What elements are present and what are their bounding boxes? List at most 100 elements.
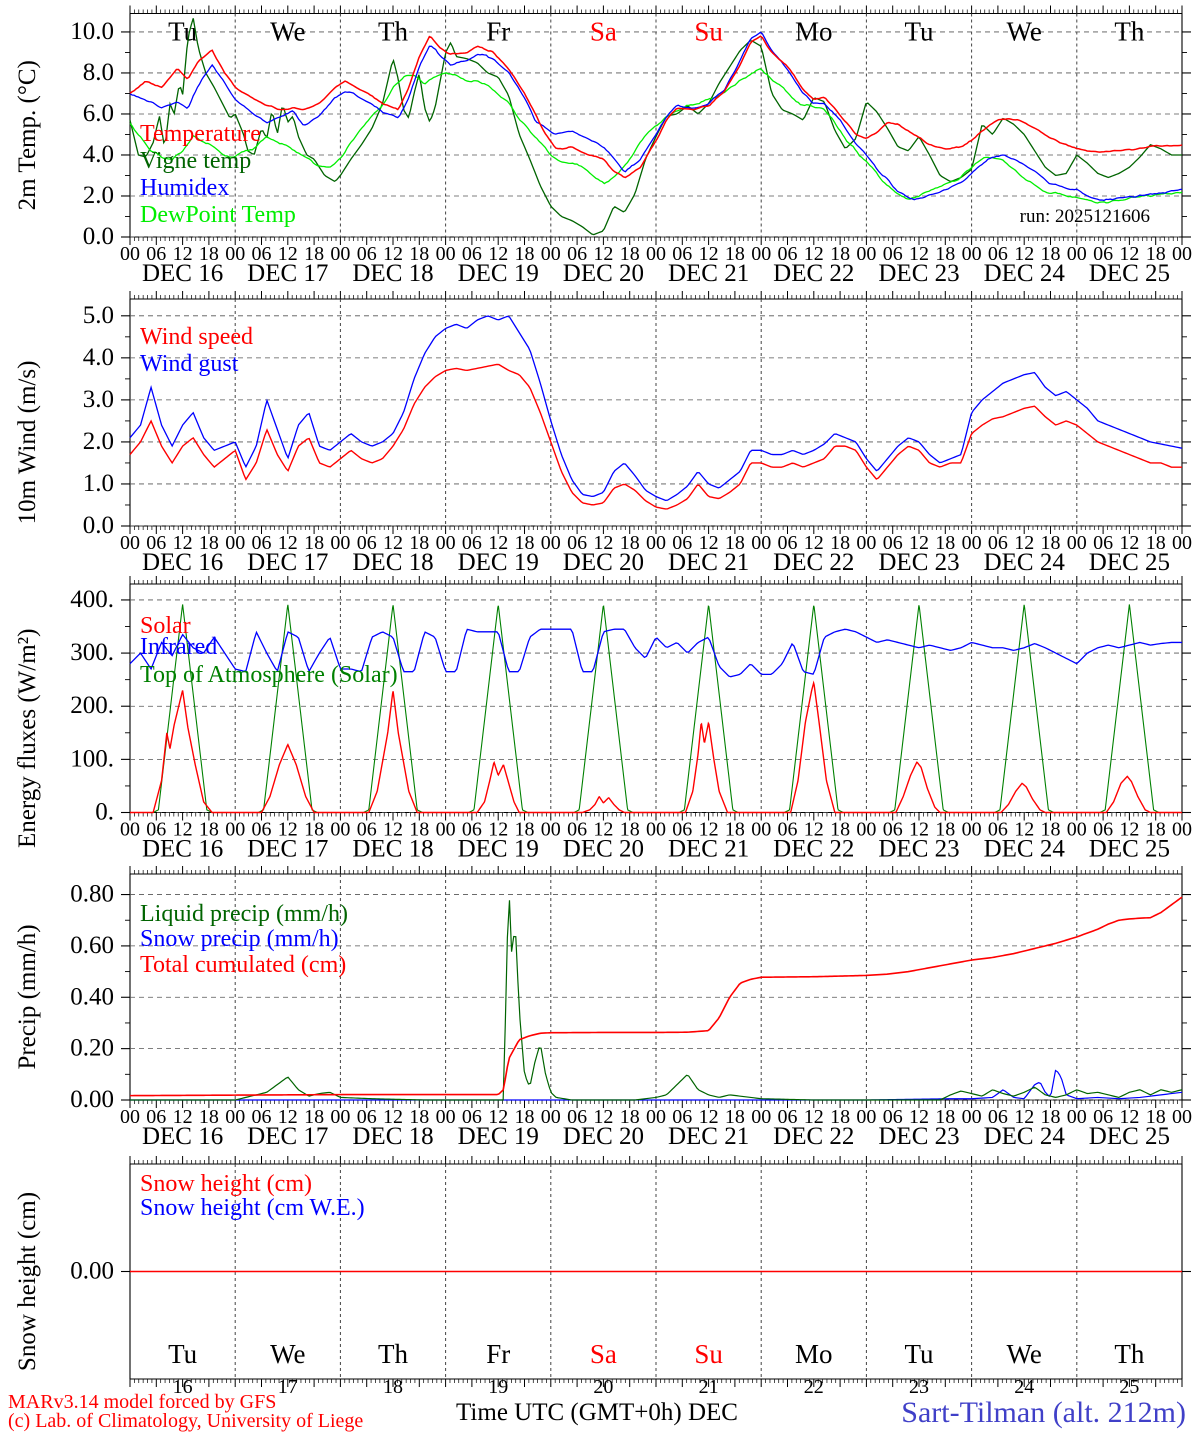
svg-text:00: 00 bbox=[1067, 819, 1087, 841]
svg-text:Humidex: Humidex bbox=[140, 175, 229, 201]
svg-text:Time UTC (GMT+0h) DEC: Time UTC (GMT+0h) DEC bbox=[456, 1399, 738, 1426]
svg-text:00: 00 bbox=[1067, 243, 1087, 265]
svg-text:00: 00 bbox=[1172, 1106, 1192, 1128]
svg-text:5.0: 5.0 bbox=[83, 302, 114, 329]
svg-text:Snow height (cm W.E.): Snow height (cm W.E.) bbox=[140, 1195, 365, 1221]
svg-text:We: We bbox=[270, 1339, 305, 1369]
svg-text:Th: Th bbox=[378, 17, 408, 47]
svg-text:DEC 16: DEC 16 bbox=[142, 836, 223, 863]
svg-text:24: 24 bbox=[1014, 1376, 1034, 1398]
svg-text:0.40: 0.40 bbox=[70, 983, 114, 1010]
svg-text:00: 00 bbox=[962, 532, 982, 554]
svg-text:00: 00 bbox=[436, 532, 456, 554]
svg-text:2m Temp. (°C): 2m Temp. (°C) bbox=[14, 60, 41, 210]
svg-text:00: 00 bbox=[751, 532, 771, 554]
svg-text:6.0: 6.0 bbox=[83, 100, 114, 127]
svg-text:4.0: 4.0 bbox=[83, 141, 114, 168]
svg-text:00: 00 bbox=[225, 532, 245, 554]
svg-text:00: 00 bbox=[1172, 243, 1192, 265]
svg-text:Temperature: Temperature bbox=[140, 121, 261, 147]
svg-text:00: 00 bbox=[646, 532, 666, 554]
svg-text:DEC 16: DEC 16 bbox=[142, 1123, 223, 1150]
svg-text:00: 00 bbox=[330, 532, 350, 554]
svg-text:DEC 20: DEC 20 bbox=[563, 836, 644, 863]
svg-text:DEC 23: DEC 23 bbox=[878, 260, 959, 287]
svg-text:DEC 20: DEC 20 bbox=[563, 549, 644, 576]
svg-text:run: 2025121606: run: 2025121606 bbox=[1020, 206, 1150, 227]
svg-text:00: 00 bbox=[1172, 532, 1192, 554]
svg-text:DEC 24: DEC 24 bbox=[984, 1123, 1066, 1150]
svg-text:DEC 22: DEC 22 bbox=[773, 1123, 854, 1150]
svg-text:300.: 300. bbox=[70, 639, 114, 666]
svg-text:00: 00 bbox=[541, 1106, 561, 1128]
svg-text:100.: 100. bbox=[70, 745, 114, 772]
svg-text:DEC 25: DEC 25 bbox=[1089, 260, 1170, 287]
svg-text:00: 00 bbox=[962, 1106, 982, 1128]
svg-text:DEC 25: DEC 25 bbox=[1089, 1123, 1170, 1150]
svg-text:00: 00 bbox=[330, 243, 350, 265]
svg-text:DEC 23: DEC 23 bbox=[878, 549, 959, 576]
svg-text:00: 00 bbox=[646, 819, 666, 841]
svg-text:00: 00 bbox=[751, 243, 771, 265]
svg-text:DEC 25: DEC 25 bbox=[1089, 836, 1170, 863]
svg-text:00: 00 bbox=[856, 243, 876, 265]
svg-text:Tu: Tu bbox=[904, 1339, 934, 1369]
svg-text:00: 00 bbox=[225, 819, 245, 841]
svg-text:00: 00 bbox=[330, 819, 350, 841]
svg-text:18: 18 bbox=[383, 1376, 403, 1398]
svg-text:1.0: 1.0 bbox=[83, 470, 114, 497]
svg-text:10m Wind (m/s): 10m Wind (m/s) bbox=[14, 361, 41, 525]
svg-text:00: 00 bbox=[751, 1106, 771, 1128]
svg-text:DEC 19: DEC 19 bbox=[458, 260, 539, 287]
svg-text:DEC 16: DEC 16 bbox=[142, 549, 223, 576]
svg-text:Fr: Fr bbox=[486, 1339, 510, 1369]
svg-text:DEC 23: DEC 23 bbox=[878, 1123, 959, 1150]
svg-text:00: 00 bbox=[541, 532, 561, 554]
svg-text:Total cumulated (cm): Total cumulated (cm) bbox=[140, 952, 346, 978]
svg-text:DEC 17: DEC 17 bbox=[247, 1123, 328, 1150]
svg-text:00: 00 bbox=[962, 819, 982, 841]
svg-text:00: 00 bbox=[330, 1106, 350, 1128]
svg-text:Tu: Tu bbox=[168, 1339, 198, 1369]
svg-text:00: 00 bbox=[1067, 1106, 1087, 1128]
svg-text:DEC 18: DEC 18 bbox=[352, 1123, 433, 1150]
svg-text:Th: Th bbox=[378, 1339, 408, 1369]
svg-text:DEC 21: DEC 21 bbox=[668, 260, 749, 287]
svg-text:00: 00 bbox=[120, 819, 140, 841]
svg-text:DEC 18: DEC 18 bbox=[352, 549, 433, 576]
svg-text:10.0: 10.0 bbox=[70, 18, 114, 45]
svg-text:Top of Atmosphere (Solar): Top of Atmosphere (Solar) bbox=[140, 662, 398, 688]
svg-text:Snow height (cm): Snow height (cm) bbox=[140, 1171, 312, 1197]
svg-text:00: 00 bbox=[856, 1106, 876, 1128]
svg-text:DEC 22: DEC 22 bbox=[773, 260, 854, 287]
svg-text:00: 00 bbox=[1067, 532, 1087, 554]
svg-text:Infrared: Infrared bbox=[140, 634, 217, 660]
svg-text:DEC 21: DEC 21 bbox=[668, 1123, 749, 1150]
svg-text:Sart-Tilman (alt. 212m): Sart-Tilman (alt. 212m) bbox=[901, 1396, 1186, 1429]
svg-text:DEC 23: DEC 23 bbox=[878, 836, 959, 863]
svg-text:8.0: 8.0 bbox=[83, 59, 114, 86]
svg-text:00: 00 bbox=[541, 243, 561, 265]
svg-text:00: 00 bbox=[1172, 819, 1192, 841]
svg-text:00: 00 bbox=[225, 1106, 245, 1128]
svg-text:DEC 19: DEC 19 bbox=[458, 836, 539, 863]
svg-text:Fr: Fr bbox=[486, 17, 510, 47]
svg-text:20: 20 bbox=[593, 1376, 613, 1398]
svg-text:00: 00 bbox=[646, 1106, 666, 1128]
svg-text:0.20: 0.20 bbox=[70, 1035, 114, 1062]
svg-text:00: 00 bbox=[751, 819, 771, 841]
svg-text:0.0: 0.0 bbox=[83, 512, 114, 539]
svg-text:00: 00 bbox=[856, 532, 876, 554]
svg-text:(c) Lab. of Climatology, Unive: (c) Lab. of Climatology, University of L… bbox=[8, 1410, 363, 1432]
svg-text:0.60: 0.60 bbox=[70, 932, 114, 959]
svg-text:Snow precip (mm/h): Snow precip (mm/h) bbox=[140, 926, 339, 952]
svg-text:DEC 19: DEC 19 bbox=[458, 1123, 539, 1150]
svg-text:0.0: 0.0 bbox=[83, 223, 114, 250]
svg-text:DEC 24: DEC 24 bbox=[984, 549, 1066, 576]
svg-text:00: 00 bbox=[541, 819, 561, 841]
svg-text:Wind gust: Wind gust bbox=[140, 351, 239, 377]
svg-text:DEC 22: DEC 22 bbox=[773, 836, 854, 863]
svg-text:23: 23 bbox=[909, 1376, 929, 1398]
svg-text:Liquid precip (mm/h): Liquid precip (mm/h) bbox=[140, 901, 348, 927]
svg-text:DEC 24: DEC 24 bbox=[984, 260, 1066, 287]
